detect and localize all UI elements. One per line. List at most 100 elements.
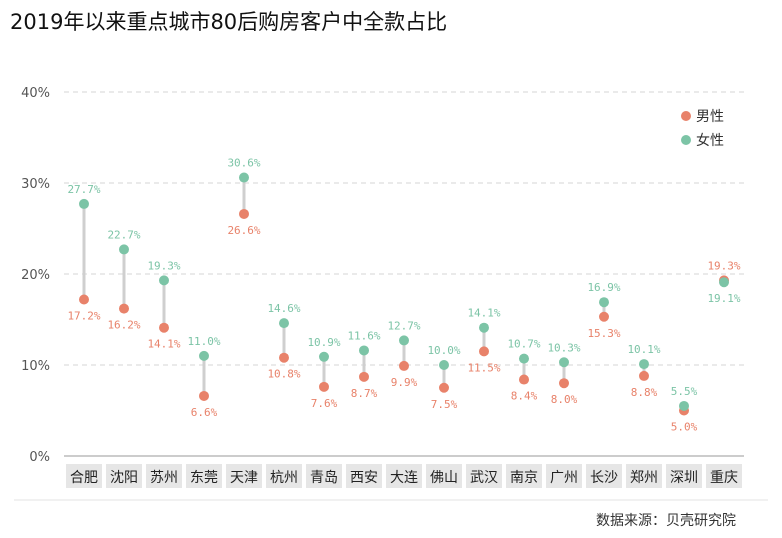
male-value-label: 19.3% [707, 259, 740, 272]
male-point [279, 352, 289, 363]
category-band [386, 464, 422, 488]
female-value-label: 22.7% [107, 228, 140, 241]
male-value-label: 7.5% [431, 398, 458, 411]
male-value-label: 6.6% [191, 406, 218, 419]
legend-female-marker [681, 135, 691, 145]
female-value-label: 27.7% [67, 183, 100, 196]
category-label: 长沙 [590, 470, 618, 486]
category-band [426, 464, 462, 488]
source-note: 数据来源：贝壳研究院 [596, 513, 736, 529]
female-point [199, 350, 209, 361]
y-tick-label: 20% [21, 268, 50, 283]
female-value-label: 10.9% [307, 336, 340, 349]
male-point [79, 294, 89, 305]
category-label: 西安 [350, 470, 378, 486]
female-point [279, 318, 289, 329]
female-value-label: 14.6% [267, 302, 300, 315]
category-label: 沈阳 [110, 470, 138, 486]
female-value-label: 12.7% [387, 319, 420, 332]
female-value-label: 11.6% [347, 329, 380, 342]
female-point [559, 357, 569, 368]
y-tick-label: 40% [21, 86, 50, 101]
category-band [546, 464, 582, 488]
male-point [599, 311, 609, 322]
male-point [199, 390, 209, 401]
female-value-label: 10.1% [627, 343, 660, 356]
y-tick-label: 10% [21, 359, 50, 374]
female-value-label: 10.7% [507, 338, 540, 351]
male-value-label: 17.2% [67, 309, 100, 322]
category-label: 重庆 [710, 470, 738, 486]
category-label: 青岛 [310, 470, 338, 486]
female-point [479, 322, 489, 333]
female-value-label: 5.5% [671, 385, 698, 398]
male-value-label: 10.8% [267, 368, 300, 381]
male-value-label: 11.5% [467, 361, 500, 374]
female-point [639, 359, 649, 370]
male-point [479, 346, 489, 357]
category-band [66, 464, 102, 488]
male-point [399, 360, 409, 371]
category-band [146, 464, 182, 488]
male-point [439, 382, 449, 393]
male-value-label: 8.7% [351, 387, 378, 400]
female-point [319, 351, 329, 362]
category-band [346, 464, 382, 488]
category-band [626, 464, 662, 488]
category-band [466, 464, 502, 488]
male-value-label: 26.6% [227, 224, 260, 237]
female-point [239, 172, 249, 183]
category-label: 郑州 [630, 470, 658, 486]
female-point [679, 400, 689, 411]
category-label: 广州 [550, 470, 578, 486]
category-label: 南京 [510, 470, 538, 486]
category-label: 武汉 [470, 470, 498, 486]
category-label: 佛山 [430, 470, 458, 486]
female-value-label: 14.1% [467, 307, 500, 320]
female-point [439, 360, 449, 370]
female-point [399, 335, 409, 346]
category-band [706, 464, 742, 488]
male-value-label: 14.1% [147, 338, 180, 351]
male-point [519, 374, 529, 385]
category-band [506, 464, 542, 488]
y-tick-label: 0% [29, 450, 50, 465]
female-value-label: 16.9% [587, 281, 620, 294]
category-label: 苏州 [150, 470, 178, 486]
male-value-label: 9.9% [391, 376, 418, 389]
category-label: 东莞 [190, 470, 218, 486]
category-band [306, 464, 342, 488]
category-band [106, 464, 142, 488]
y-tick-label: 30% [21, 177, 50, 192]
category-label: 大连 [390, 470, 418, 486]
male-point [159, 322, 169, 333]
female-point [719, 277, 729, 288]
female-value-label: 10.3% [547, 341, 580, 354]
male-value-label: 15.3% [587, 327, 620, 340]
category-band [586, 464, 622, 488]
female-value-label: 19.1% [707, 292, 740, 305]
legend-female-label: 女性 [696, 132, 724, 149]
male-value-label: 8.0% [551, 393, 578, 406]
female-point [79, 198, 89, 209]
category-label: 深圳 [670, 470, 698, 486]
legend-male-label: 男性 [696, 109, 724, 125]
male-point [639, 370, 649, 381]
male-point [239, 208, 249, 219]
male-value-label: 7.6% [311, 397, 338, 410]
female-point [359, 345, 369, 356]
female-point [159, 275, 169, 286]
legend-male-marker [681, 111, 691, 121]
male-point [119, 303, 129, 314]
male-value-label: 5.0% [671, 421, 698, 434]
male-value-label: 8.4% [511, 390, 538, 403]
male-point [559, 378, 569, 389]
category-label: 天津 [230, 470, 258, 486]
male-value-label: 16.2% [107, 319, 140, 332]
category-band [186, 464, 222, 488]
category-band [666, 464, 702, 488]
male-point [359, 371, 369, 382]
category-label: 合肥 [70, 470, 98, 486]
category-band [226, 464, 262, 488]
